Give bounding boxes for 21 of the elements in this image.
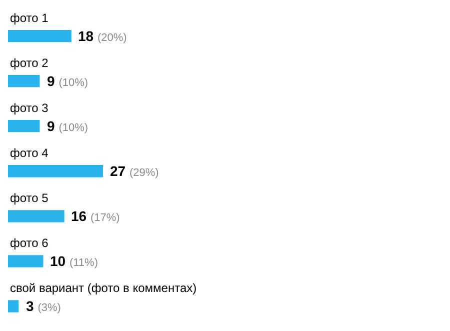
bar — [8, 120, 40, 132]
y-tick-label: фото 3 — [10, 101, 49, 115]
bar — [8, 30, 72, 42]
bar — [8, 300, 19, 312]
y-tick-label: фото 2 — [10, 56, 49, 70]
data-label: 27 (29%) — [110, 163, 159, 179]
y-tick-label: фото 1 — [10, 11, 49, 25]
bar — [8, 165, 104, 178]
data-label: 3 (3%) — [26, 298, 61, 314]
bar — [8, 210, 64, 222]
data-label: 16 (17%) — [71, 208, 120, 224]
data-label: 10 (11%) — [50, 253, 98, 269]
data-label: 18 (20%) — [78, 28, 127, 44]
y-tick-label: фото 4 — [10, 146, 49, 160]
data-label: 9 (10%) — [47, 73, 88, 89]
bar — [8, 74, 40, 88]
bar — [8, 255, 44, 268]
y-tick-label: фото 6 — [10, 236, 49, 250]
y-tick-label: свой вариант (фото в комментах) — [10, 281, 197, 295]
y-tick-label: фото 5 — [10, 191, 49, 205]
data-label: 9 (10%) — [47, 118, 88, 134]
